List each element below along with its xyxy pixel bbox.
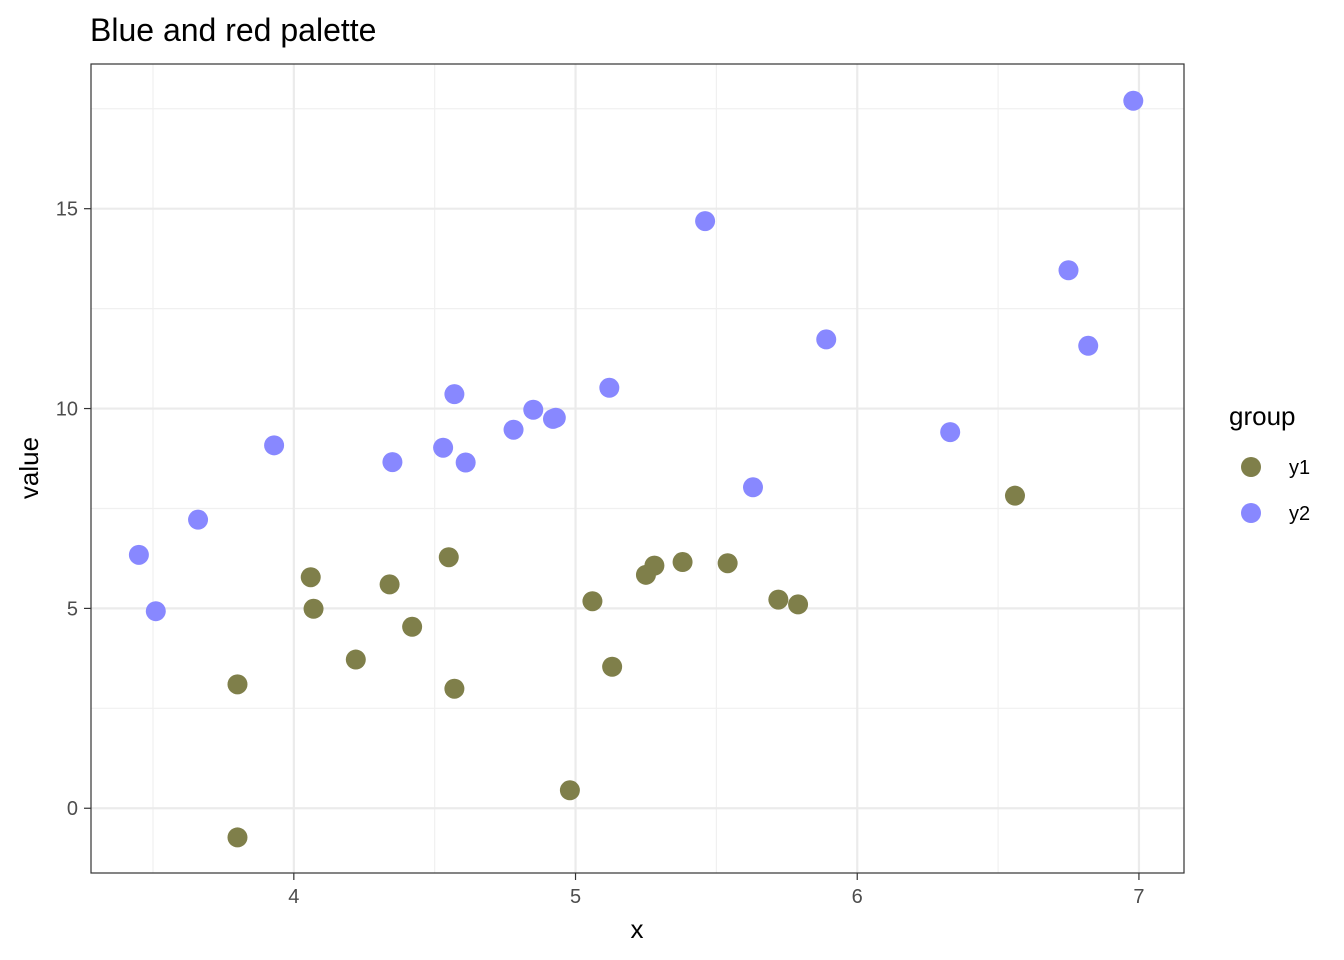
x-tick-label: 7 bbox=[1133, 886, 1144, 908]
legend-title: group bbox=[1229, 401, 1296, 431]
point-y1 bbox=[402, 616, 423, 637]
point-y2 bbox=[599, 377, 620, 398]
point-y1 bbox=[644, 555, 665, 576]
legend: group y1 y2 bbox=[1229, 401, 1310, 525]
point-y2 bbox=[695, 211, 716, 232]
point-y1 bbox=[582, 591, 603, 612]
x-axis-title: x bbox=[631, 914, 644, 944]
point-y2 bbox=[523, 399, 544, 420]
point-y2 bbox=[742, 477, 763, 498]
point-y1 bbox=[717, 553, 738, 574]
point-y1 bbox=[303, 598, 324, 619]
y-axis-title: value bbox=[14, 437, 44, 499]
point-y1 bbox=[602, 656, 623, 677]
legend-label-y2: y2 bbox=[1289, 503, 1310, 525]
point-y1 bbox=[227, 674, 248, 695]
point-y1 bbox=[227, 827, 248, 848]
panel-border bbox=[90, 63, 1185, 874]
point-y1 bbox=[345, 649, 366, 670]
point-y1 bbox=[672, 552, 693, 573]
point-y2 bbox=[455, 452, 476, 473]
point-y2 bbox=[264, 435, 285, 456]
grid-major bbox=[91, 64, 1184, 873]
point-y2 bbox=[128, 544, 149, 565]
point-y1 bbox=[1004, 485, 1025, 506]
point-y2 bbox=[145, 601, 166, 622]
point-y2 bbox=[1058, 260, 1079, 281]
y-tick-label: 10 bbox=[56, 399, 78, 421]
point-y2 bbox=[545, 407, 566, 428]
y-axis-ticks: 0 5 10 15 bbox=[56, 199, 91, 820]
point-y2 bbox=[816, 329, 837, 350]
point-y1 bbox=[379, 574, 400, 595]
point-y1 bbox=[438, 547, 459, 568]
point-y2 bbox=[1078, 335, 1099, 356]
point-y2 bbox=[382, 452, 403, 473]
point-y1 bbox=[788, 594, 809, 615]
point-y2 bbox=[433, 437, 454, 458]
y-tick-label: 0 bbox=[67, 798, 78, 820]
point-y1 bbox=[300, 567, 321, 588]
chart-title: Blue and red palette bbox=[90, 12, 376, 48]
y-tick-label: 5 bbox=[67, 598, 78, 620]
grid-minor bbox=[91, 64, 1184, 873]
point-y1 bbox=[444, 678, 465, 699]
legend-label-y1: y1 bbox=[1289, 457, 1310, 479]
point-y1 bbox=[559, 780, 580, 801]
point-y2 bbox=[1123, 90, 1144, 111]
x-tick-label: 6 bbox=[852, 886, 863, 908]
point-y2 bbox=[188, 509, 209, 530]
point-y2 bbox=[444, 384, 465, 405]
x-tick-label: 4 bbox=[288, 886, 299, 908]
data-points bbox=[128, 90, 1144, 848]
point-y2 bbox=[940, 422, 961, 443]
point-y2 bbox=[503, 419, 524, 440]
legend-key-y1 bbox=[1241, 457, 1261, 477]
x-tick-label: 5 bbox=[570, 886, 581, 908]
y-tick-label: 15 bbox=[56, 199, 78, 221]
legend-key-y2 bbox=[1241, 503, 1261, 523]
point-y1 bbox=[768, 589, 789, 610]
x-axis-ticks: 4 5 6 7 bbox=[288, 873, 1144, 908]
